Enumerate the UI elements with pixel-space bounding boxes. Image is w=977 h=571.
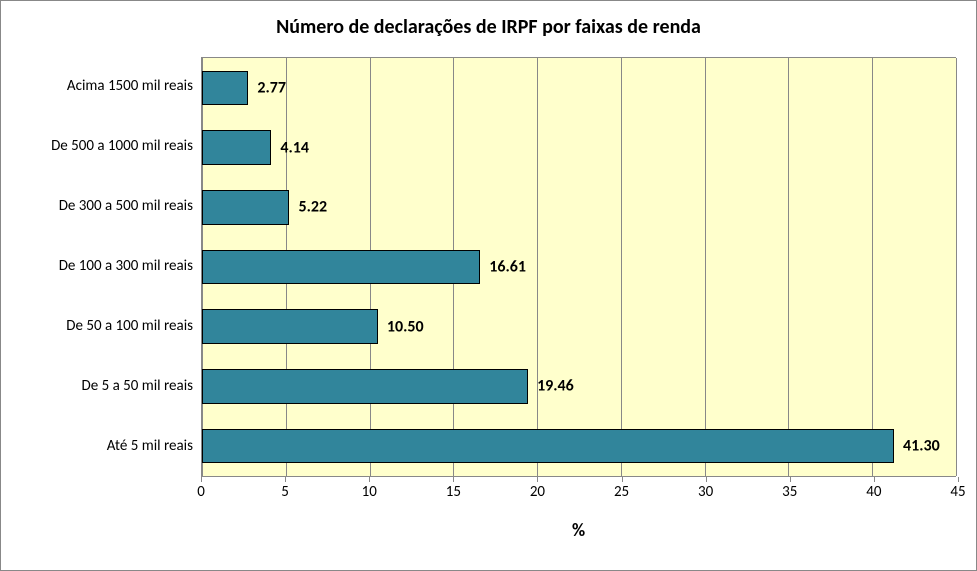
bar: 19.46	[202, 369, 528, 404]
y-axis-label: De 50 a 100 mil reais	[21, 297, 193, 357]
x-tick-label: 10	[362, 483, 377, 501]
x-tick-mark	[706, 477, 707, 482]
bar: 2.77	[202, 71, 248, 106]
y-axis-label: De 100 a 300 mil reais	[21, 237, 193, 297]
bar: 4.14	[202, 130, 271, 165]
x-tick-mark	[874, 477, 875, 482]
x-tick-label: 35	[782, 483, 797, 501]
x-tick-mark	[285, 477, 286, 482]
bar-row: 19.46	[202, 357, 956, 417]
x-tick-mark	[369, 477, 370, 482]
bar-row: 4.14	[202, 118, 956, 178]
bar-row: 2.77	[202, 58, 956, 118]
plot-area: 2.77 4.14 5.22 16.61 10.50 19.46 41.30	[201, 57, 956, 477]
bar-value-label: 16.61	[489, 257, 526, 276]
x-tick-label: 0	[197, 483, 205, 501]
y-axis-label: Até 5 mil reais	[21, 417, 193, 477]
y-axis-label: De 300 a 500 mil reais	[21, 177, 193, 237]
bar: 41.30	[202, 429, 894, 464]
bar: 10.50	[202, 309, 378, 344]
bar: 16.61	[202, 250, 480, 285]
bar-value-label: 2.77	[257, 78, 286, 97]
bars-group: 2.77 4.14 5.22 16.61 10.50 19.46 41.30	[202, 58, 956, 476]
x-tick-mark	[958, 477, 959, 482]
bar-row: 10.50	[202, 297, 956, 357]
x-tick-label: 5	[281, 483, 289, 501]
x-tick-mark	[201, 477, 202, 482]
bar: 5.22	[202, 190, 289, 225]
bar-value-label: 19.46	[537, 377, 574, 396]
plot-wrap: Acima 1500 mil reaisDe 500 a 1000 mil re…	[21, 57, 956, 477]
bar-value-label: 5.22	[298, 198, 327, 217]
x-tick-mark	[790, 477, 791, 482]
chart-container: Número de declarações de IRPF por faixas…	[0, 0, 977, 571]
bar-value-label: 41.30	[903, 437, 940, 456]
x-tick-label: 25	[614, 483, 629, 501]
grid-line	[956, 58, 957, 476]
bar-value-label: 10.50	[387, 317, 424, 336]
x-tick-label: 40	[866, 483, 881, 501]
x-tick-label: 45	[950, 483, 965, 501]
y-axis-label: De 5 a 50 mil reais	[21, 357, 193, 417]
bar-value-label: 4.14	[280, 138, 309, 157]
y-axis-label: Acima 1500 mil reais	[21, 57, 193, 117]
y-axis-label: De 500 a 1000 mil reais	[21, 117, 193, 177]
x-tick-mark	[622, 477, 623, 482]
bar-row: 16.61	[202, 237, 956, 297]
x-tick-mark	[453, 477, 454, 482]
x-axis-label: %	[201, 519, 956, 541]
chart-title: Número de declarações de IRPF por faixas…	[21, 15, 956, 39]
bar-row: 41.30	[202, 416, 956, 476]
x-axis: 051015202530354045	[201, 477, 956, 497]
x-tick-label: 30	[698, 483, 713, 501]
x-tick-label: 20	[530, 483, 545, 501]
x-tick-label: 15	[446, 483, 461, 501]
bar-row: 5.22	[202, 177, 956, 237]
y-axis-labels: Acima 1500 mil reaisDe 500 a 1000 mil re…	[21, 57, 201, 477]
x-tick-mark	[537, 477, 538, 482]
